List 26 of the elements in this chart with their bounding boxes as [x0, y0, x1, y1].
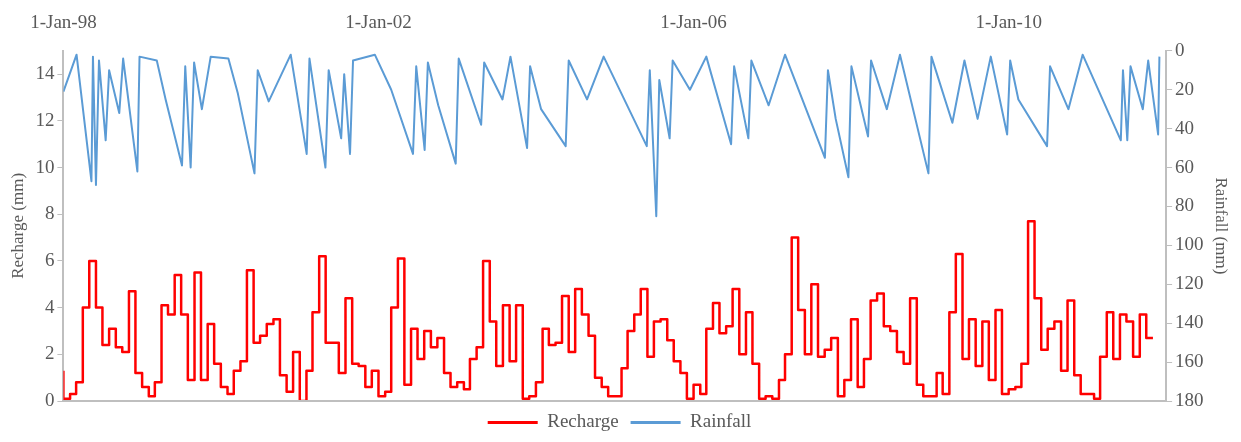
y-tick-label: 14	[35, 62, 55, 84]
y2-tick-label: 60	[1175, 155, 1195, 177]
legend-label: Rainfall	[690, 410, 752, 432]
y2-axis-title: Rainfall (mm)	[1212, 177, 1232, 275]
y2-tick-label: 140	[1175, 311, 1204, 333]
x-tick-label: 1-Jan-06	[660, 11, 727, 33]
x-tick-label: 1-Jan-10	[975, 11, 1042, 33]
y2-tick-label: 40	[1175, 116, 1195, 138]
legend-label: Recharge	[547, 410, 619, 432]
y-tick-label: 12	[35, 108, 55, 130]
y2-tick-label: 160	[1175, 350, 1204, 372]
y-tick-label: 0	[44, 388, 55, 410]
y2-tick-label: 20	[1175, 77, 1195, 99]
y-tick-label: 4	[44, 295, 55, 317]
x-tick-label: 1-Jan-98	[30, 11, 97, 33]
y-tick-label: 10	[35, 155, 55, 177]
y-tick-label: 8	[44, 202, 55, 224]
y-axis-title: Recharge (mm)	[7, 172, 27, 279]
x-tick-label: 1-Jan-02	[345, 11, 412, 33]
y-tick-label: 6	[44, 248, 55, 270]
y2-tick-label: 80	[1175, 194, 1195, 216]
y2-tick-label: 100	[1175, 233, 1204, 255]
y2-tick-label: 180	[1175, 388, 1204, 410]
y-tick-label: 2	[44, 342, 55, 364]
y2-tick-label: 120	[1175, 272, 1204, 294]
y2-tick-label: 0	[1175, 38, 1185, 60]
